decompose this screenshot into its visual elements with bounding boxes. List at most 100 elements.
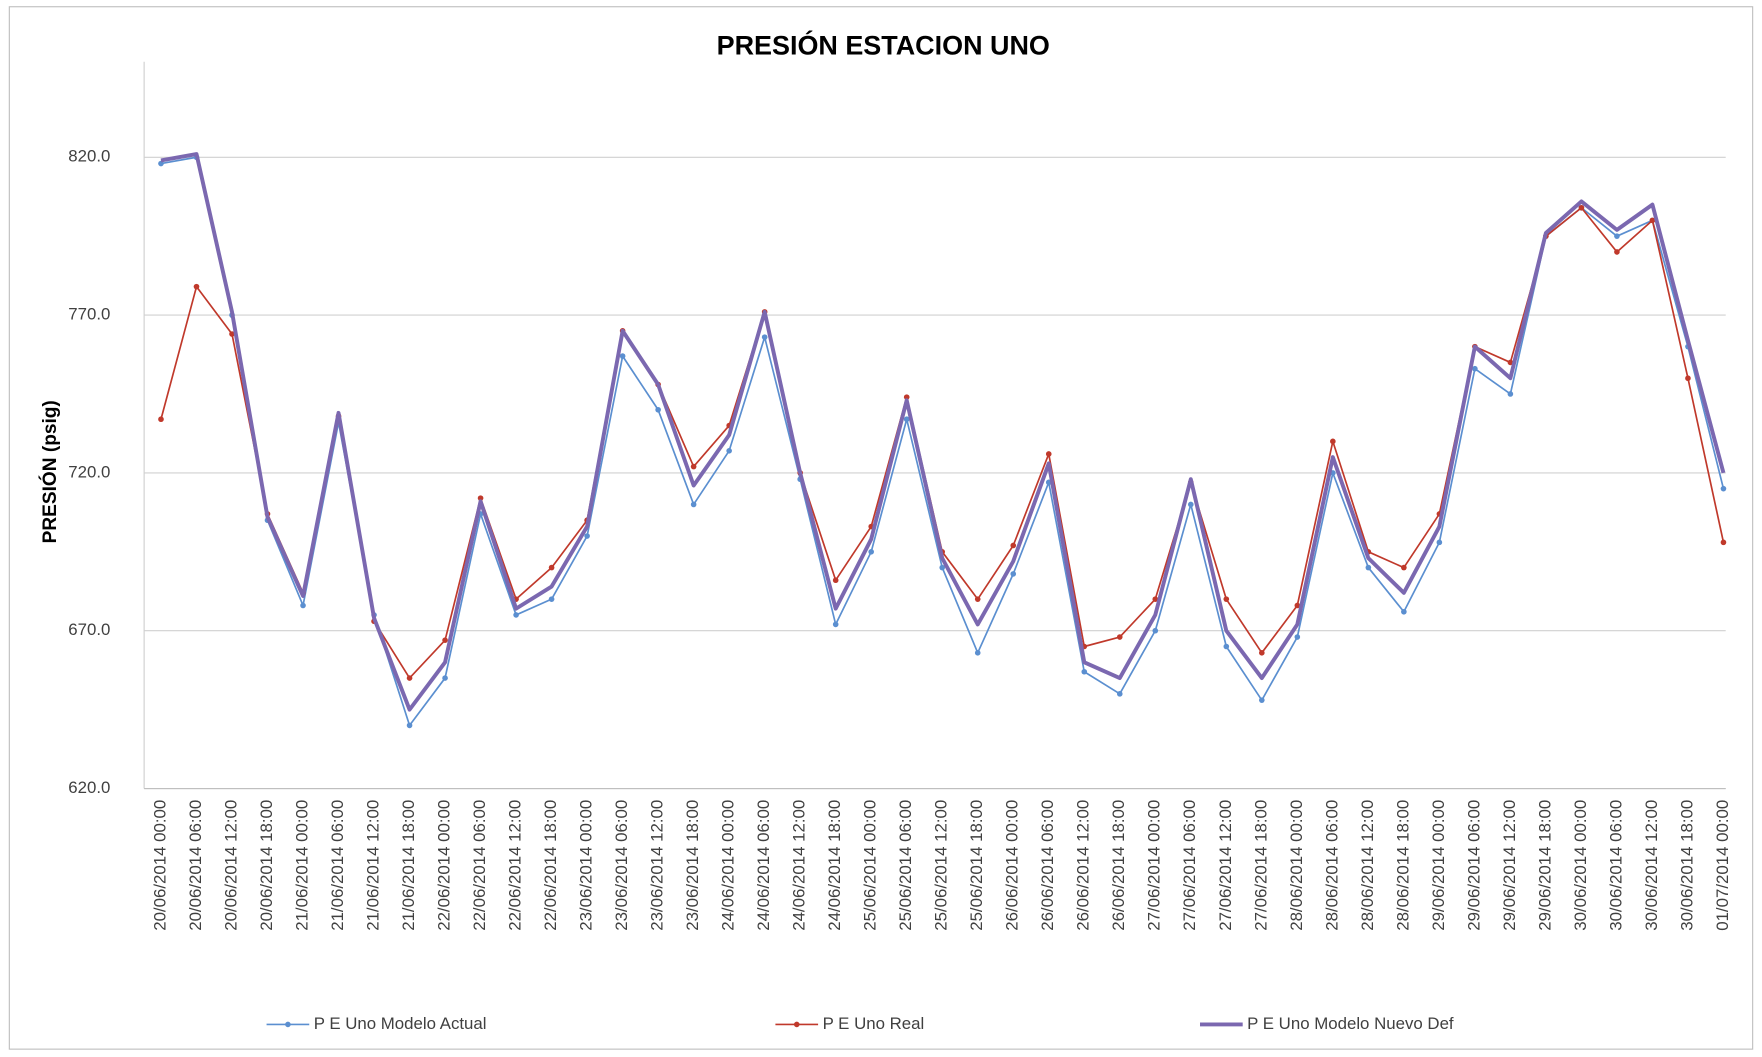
series-marker xyxy=(1010,542,1017,549)
x-tick-label: 26/06/2014 06:00 xyxy=(1038,800,1057,931)
series-marker xyxy=(939,564,946,571)
x-tick-label: 20/06/2014 00:00 xyxy=(150,800,169,931)
series-marker xyxy=(761,334,768,340)
x-tick-label: 26/06/2014 12:00 xyxy=(1074,800,1093,931)
series-marker xyxy=(1436,539,1443,546)
legend-label: P E Uno Modelo Actual xyxy=(314,1014,487,1033)
x-tick-label: 25/06/2014 00:00 xyxy=(861,800,880,931)
legend-label: P E Uno Real xyxy=(823,1014,925,1033)
series-marker xyxy=(1152,627,1159,634)
x-tick-label: 26/06/2014 00:00 xyxy=(1003,800,1022,931)
series-marker xyxy=(158,160,164,167)
series-marker xyxy=(477,495,484,501)
series-marker xyxy=(619,353,626,359)
series-marker xyxy=(406,722,413,729)
x-tick-label: 20/06/2014 06:00 xyxy=(186,800,205,931)
x-tick-label: 27/06/2014 18:00 xyxy=(1251,800,1270,931)
legend-label: P E Uno Modelo Nuevo Def xyxy=(1247,1014,1454,1033)
series-marker xyxy=(1401,564,1407,571)
series-marker xyxy=(1472,365,1478,372)
series-marker xyxy=(974,650,981,656)
x-tick-label: 29/06/2014 00:00 xyxy=(1429,800,1448,931)
x-tick-label: 21/06/2014 00:00 xyxy=(292,800,311,931)
x-tick-label: 28/06/2014 00:00 xyxy=(1287,800,1306,931)
x-tick-label: 21/06/2014 06:00 xyxy=(328,800,347,931)
legend-marker xyxy=(285,1021,291,1028)
x-tick-label: 25/06/2014 06:00 xyxy=(896,800,915,931)
series-marker xyxy=(442,637,448,643)
x-tick-label: 24/06/2014 12:00 xyxy=(790,800,809,931)
x-tick-label: 28/06/2014 06:00 xyxy=(1322,800,1341,931)
x-tick-label: 22/06/2014 00:00 xyxy=(435,800,454,931)
y-tick-label: 720.0 xyxy=(68,462,110,481)
series-marker xyxy=(1116,691,1123,697)
x-tick-label: 20/06/2014 12:00 xyxy=(221,800,240,931)
series-marker xyxy=(690,501,697,508)
series-marker xyxy=(548,564,555,571)
x-tick-label: 25/06/2014 18:00 xyxy=(967,800,986,931)
series-marker xyxy=(868,548,875,555)
x-tick-label: 30/06/2014 00:00 xyxy=(1571,800,1590,931)
series-marker xyxy=(1649,217,1656,224)
x-tick-label: 23/06/2014 12:00 xyxy=(648,800,667,931)
series-marker xyxy=(690,463,697,470)
series-marker xyxy=(1614,233,1620,239)
series-marker xyxy=(1365,564,1372,571)
y-tick-label: 670.0 xyxy=(68,620,110,639)
series-marker xyxy=(193,283,200,290)
x-tick-label: 22/06/2014 18:00 xyxy=(541,800,560,931)
x-tick-label: 26/06/2014 18:00 xyxy=(1109,800,1128,931)
series-marker xyxy=(903,394,910,400)
series-marker xyxy=(1507,391,1514,397)
series-marker xyxy=(1187,501,1194,508)
series-marker xyxy=(1081,668,1088,675)
series-marker xyxy=(974,596,981,602)
series-marker xyxy=(442,675,448,681)
x-tick-label: 23/06/2014 18:00 xyxy=(683,800,702,931)
series-marker xyxy=(1720,485,1727,492)
series-marker xyxy=(158,416,164,423)
series-marker xyxy=(1259,697,1265,703)
series-marker xyxy=(1578,204,1585,211)
x-tick-label: 28/06/2014 18:00 xyxy=(1393,800,1412,931)
x-tick-label: 25/06/2014 12:00 xyxy=(932,800,951,931)
x-tick-label: 20/06/2014 18:00 xyxy=(257,800,276,931)
series-marker xyxy=(903,416,910,423)
series-marker xyxy=(1294,634,1301,640)
x-tick-label: 27/06/2014 06:00 xyxy=(1180,800,1199,931)
series-marker xyxy=(1685,375,1691,382)
x-tick-label: 30/06/2014 06:00 xyxy=(1606,800,1625,931)
series-marker xyxy=(513,612,519,618)
series-marker xyxy=(1223,596,1230,602)
x-tick-label: 30/06/2014 12:00 xyxy=(1642,800,1661,931)
y-tick-label: 770.0 xyxy=(68,305,110,324)
series-marker xyxy=(1401,608,1407,615)
x-tick-label: 23/06/2014 00:00 xyxy=(577,800,596,931)
x-tick-label: 21/06/2014 18:00 xyxy=(399,800,418,931)
series-marker xyxy=(300,602,306,609)
series-marker xyxy=(832,577,839,584)
x-tick-label: 24/06/2014 18:00 xyxy=(825,800,844,931)
series-marker xyxy=(655,406,661,413)
series-marker xyxy=(1116,634,1123,640)
y-tick-label: 820.0 xyxy=(68,147,110,166)
x-tick-label: 24/06/2014 00:00 xyxy=(719,800,738,931)
chart-title: PRESIÓN ESTACION UNO xyxy=(717,29,1050,60)
series-marker xyxy=(1259,650,1265,656)
chart-frame xyxy=(8,6,1754,1050)
series-marker xyxy=(1152,596,1159,602)
series-marker xyxy=(1045,451,1052,457)
series-marker xyxy=(1294,602,1301,609)
x-tick-label: 27/06/2014 00:00 xyxy=(1145,800,1164,931)
x-tick-label: 22/06/2014 12:00 xyxy=(506,800,525,931)
x-tick-label: 27/06/2014 12:00 xyxy=(1216,800,1235,931)
series-marker xyxy=(1614,249,1620,255)
series-marker xyxy=(1223,643,1230,650)
series-marker xyxy=(832,621,839,628)
x-tick-label: 30/06/2014 18:00 xyxy=(1677,800,1696,931)
x-tick-label: 29/06/2014 12:00 xyxy=(1500,800,1519,931)
series-marker xyxy=(548,596,555,602)
y-tick-label: 620.0 xyxy=(68,778,110,797)
x-tick-label: 28/06/2014 12:00 xyxy=(1358,800,1377,931)
